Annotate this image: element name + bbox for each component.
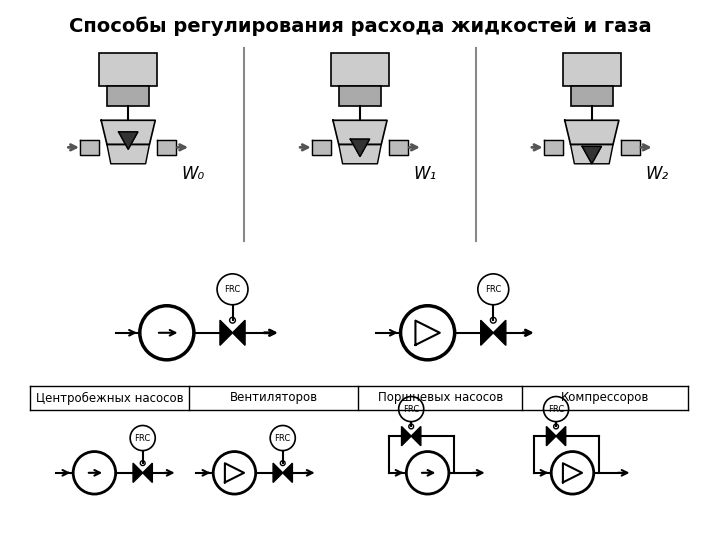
- Bar: [338, 86, 382, 106]
- Polygon shape: [556, 427, 566, 446]
- Text: Способы регулирования расхода жидкостей и газа: Способы регулирования расхода жидкостей …: [68, 17, 652, 36]
- Polygon shape: [338, 144, 382, 164]
- Text: Компрессоров: Компрессоров: [561, 392, 649, 404]
- Polygon shape: [119, 132, 138, 149]
- Text: FRC: FRC: [225, 285, 240, 294]
- Text: FRC: FRC: [548, 404, 564, 414]
- Text: W₀: W₀: [181, 165, 204, 183]
- Polygon shape: [564, 120, 618, 144]
- Polygon shape: [621, 140, 640, 155]
- Polygon shape: [351, 139, 369, 157]
- Polygon shape: [389, 140, 408, 155]
- Polygon shape: [312, 140, 331, 155]
- Polygon shape: [102, 120, 156, 144]
- Text: W₂: W₂: [645, 165, 668, 183]
- Polygon shape: [80, 140, 99, 155]
- Polygon shape: [333, 120, 387, 144]
- Polygon shape: [402, 427, 411, 446]
- Polygon shape: [273, 463, 283, 482]
- Bar: [107, 86, 150, 106]
- Text: Поршневых насосов: Поршневых насосов: [377, 392, 503, 404]
- Text: W₁: W₁: [413, 165, 436, 183]
- Bar: [563, 53, 621, 86]
- Text: FRC: FRC: [403, 404, 419, 414]
- Bar: [99, 53, 157, 86]
- Text: Вентиляторов: Вентиляторов: [230, 392, 318, 404]
- Polygon shape: [544, 140, 563, 155]
- Polygon shape: [493, 320, 506, 346]
- Polygon shape: [582, 146, 601, 164]
- Polygon shape: [481, 320, 493, 346]
- Polygon shape: [283, 463, 292, 482]
- Text: FRC: FRC: [485, 285, 501, 294]
- Bar: [331, 53, 389, 86]
- Polygon shape: [133, 463, 143, 482]
- Polygon shape: [220, 320, 233, 346]
- Polygon shape: [546, 427, 556, 446]
- Polygon shape: [570, 144, 613, 164]
- Polygon shape: [411, 427, 421, 446]
- Text: FRC: FRC: [274, 434, 291, 443]
- Bar: [570, 86, 613, 106]
- Text: Центробежных насосов: Центробежных насосов: [35, 392, 183, 404]
- Polygon shape: [157, 140, 176, 155]
- Polygon shape: [107, 144, 150, 164]
- Text: FRC: FRC: [135, 434, 150, 443]
- Polygon shape: [143, 463, 153, 482]
- Polygon shape: [233, 320, 245, 346]
